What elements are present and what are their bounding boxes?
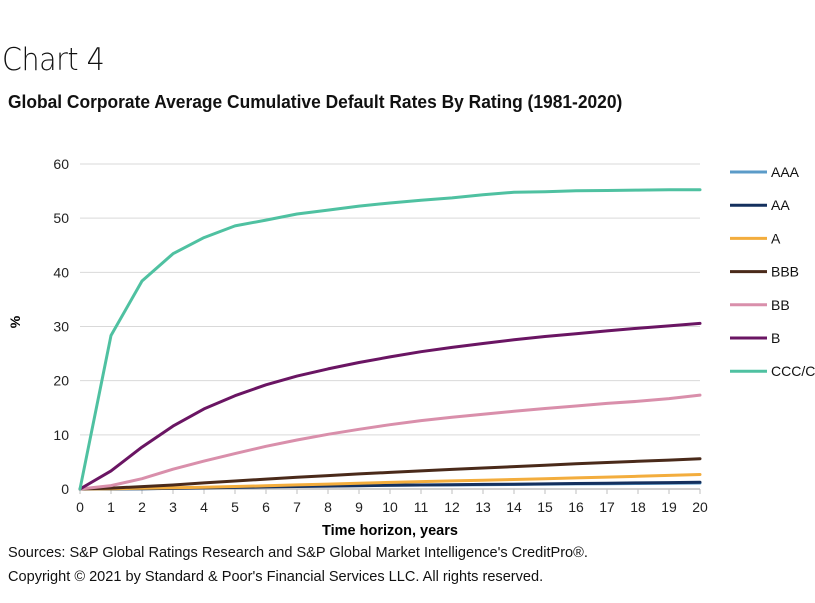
x-tick-label: 20	[692, 499, 708, 515]
gridlines	[80, 163, 700, 436]
x-axis-label: Time horizon, years	[322, 523, 458, 539]
sources-note: Sources: S&P Global Ratings Research and…	[8, 544, 588, 561]
y-tick-label: 20	[53, 373, 69, 389]
x-tick-label: 8	[324, 499, 332, 515]
y-tick-label: 60	[53, 156, 69, 172]
legend-label: BB	[771, 297, 790, 313]
legend-label: B	[771, 330, 780, 346]
x-tick-label: 1	[107, 499, 115, 515]
y-tick-label: 50	[53, 210, 69, 226]
legend-item-b: B	[730, 330, 780, 346]
series-line-bbb	[78, 457, 702, 491]
series-line-a	[78, 473, 702, 491]
x-tick-label: 17	[599, 499, 615, 515]
legend-item-aaa: AAA	[730, 164, 800, 180]
x-tick-label: 2	[138, 499, 146, 515]
y-axis-ticks: 0 10 20 30 40 50 60	[53, 156, 69, 497]
legend-label: AAA	[771, 164, 800, 180]
x-tick-label: 12	[444, 499, 460, 515]
x-tick-label: 6	[262, 499, 270, 515]
x-tick-label: 3	[169, 499, 177, 515]
x-tick-label: 10	[382, 499, 398, 515]
x-tick-label: 7	[293, 499, 301, 515]
x-tick-label: 13	[475, 499, 491, 515]
x-tick-label: 5	[231, 499, 239, 515]
legend-item-a: A	[730, 230, 781, 246]
x-tick-label: 0	[76, 499, 84, 515]
y-tick-label: 30	[53, 319, 69, 335]
y-tick-label: 10	[53, 427, 69, 443]
x-tick-label: 9	[355, 499, 363, 515]
legend-item-aa: AA	[730, 197, 790, 213]
legend-label: BBB	[771, 264, 799, 280]
legend-label: CCC/C	[771, 363, 815, 379]
chart-number-label: Chart 4	[2, 42, 105, 78]
x-tick-label: 18	[630, 499, 646, 515]
series-line-ccc-c	[78, 188, 702, 491]
x-tick-label: 19	[661, 499, 677, 515]
copyright-note: Copyright © 2021 by Standard & Poor's Fi…	[8, 568, 544, 585]
x-tick-label: 15	[537, 499, 553, 515]
series-line-b	[78, 321, 702, 491]
x-axis: 0 1 2 3 4 5 6 7 8 9 10 11 12 13 14 15 16 17 18 19 20	[76, 488, 708, 515]
x-tick-label: 16	[568, 499, 584, 515]
x-tick-label: 4	[200, 499, 208, 515]
y-tick-label: 0	[61, 481, 69, 497]
legend-item-bb: BB	[730, 297, 790, 313]
y-axis-label: %	[7, 315, 23, 328]
x-tick-label: 14	[506, 499, 522, 515]
legend-label: A	[771, 230, 781, 246]
legend-item-bbb: BBB	[730, 264, 799, 280]
series-line-bb	[78, 393, 702, 491]
legend-label: AA	[771, 197, 790, 213]
series-lines	[78, 188, 702, 491]
legend-item-ccc-c: CCC/C	[730, 363, 815, 379]
x-tick-label: 11	[414, 499, 429, 515]
y-tick-label: 40	[53, 264, 69, 280]
chart-title: Global Corporate Average Cumulative Defa…	[8, 91, 623, 112]
